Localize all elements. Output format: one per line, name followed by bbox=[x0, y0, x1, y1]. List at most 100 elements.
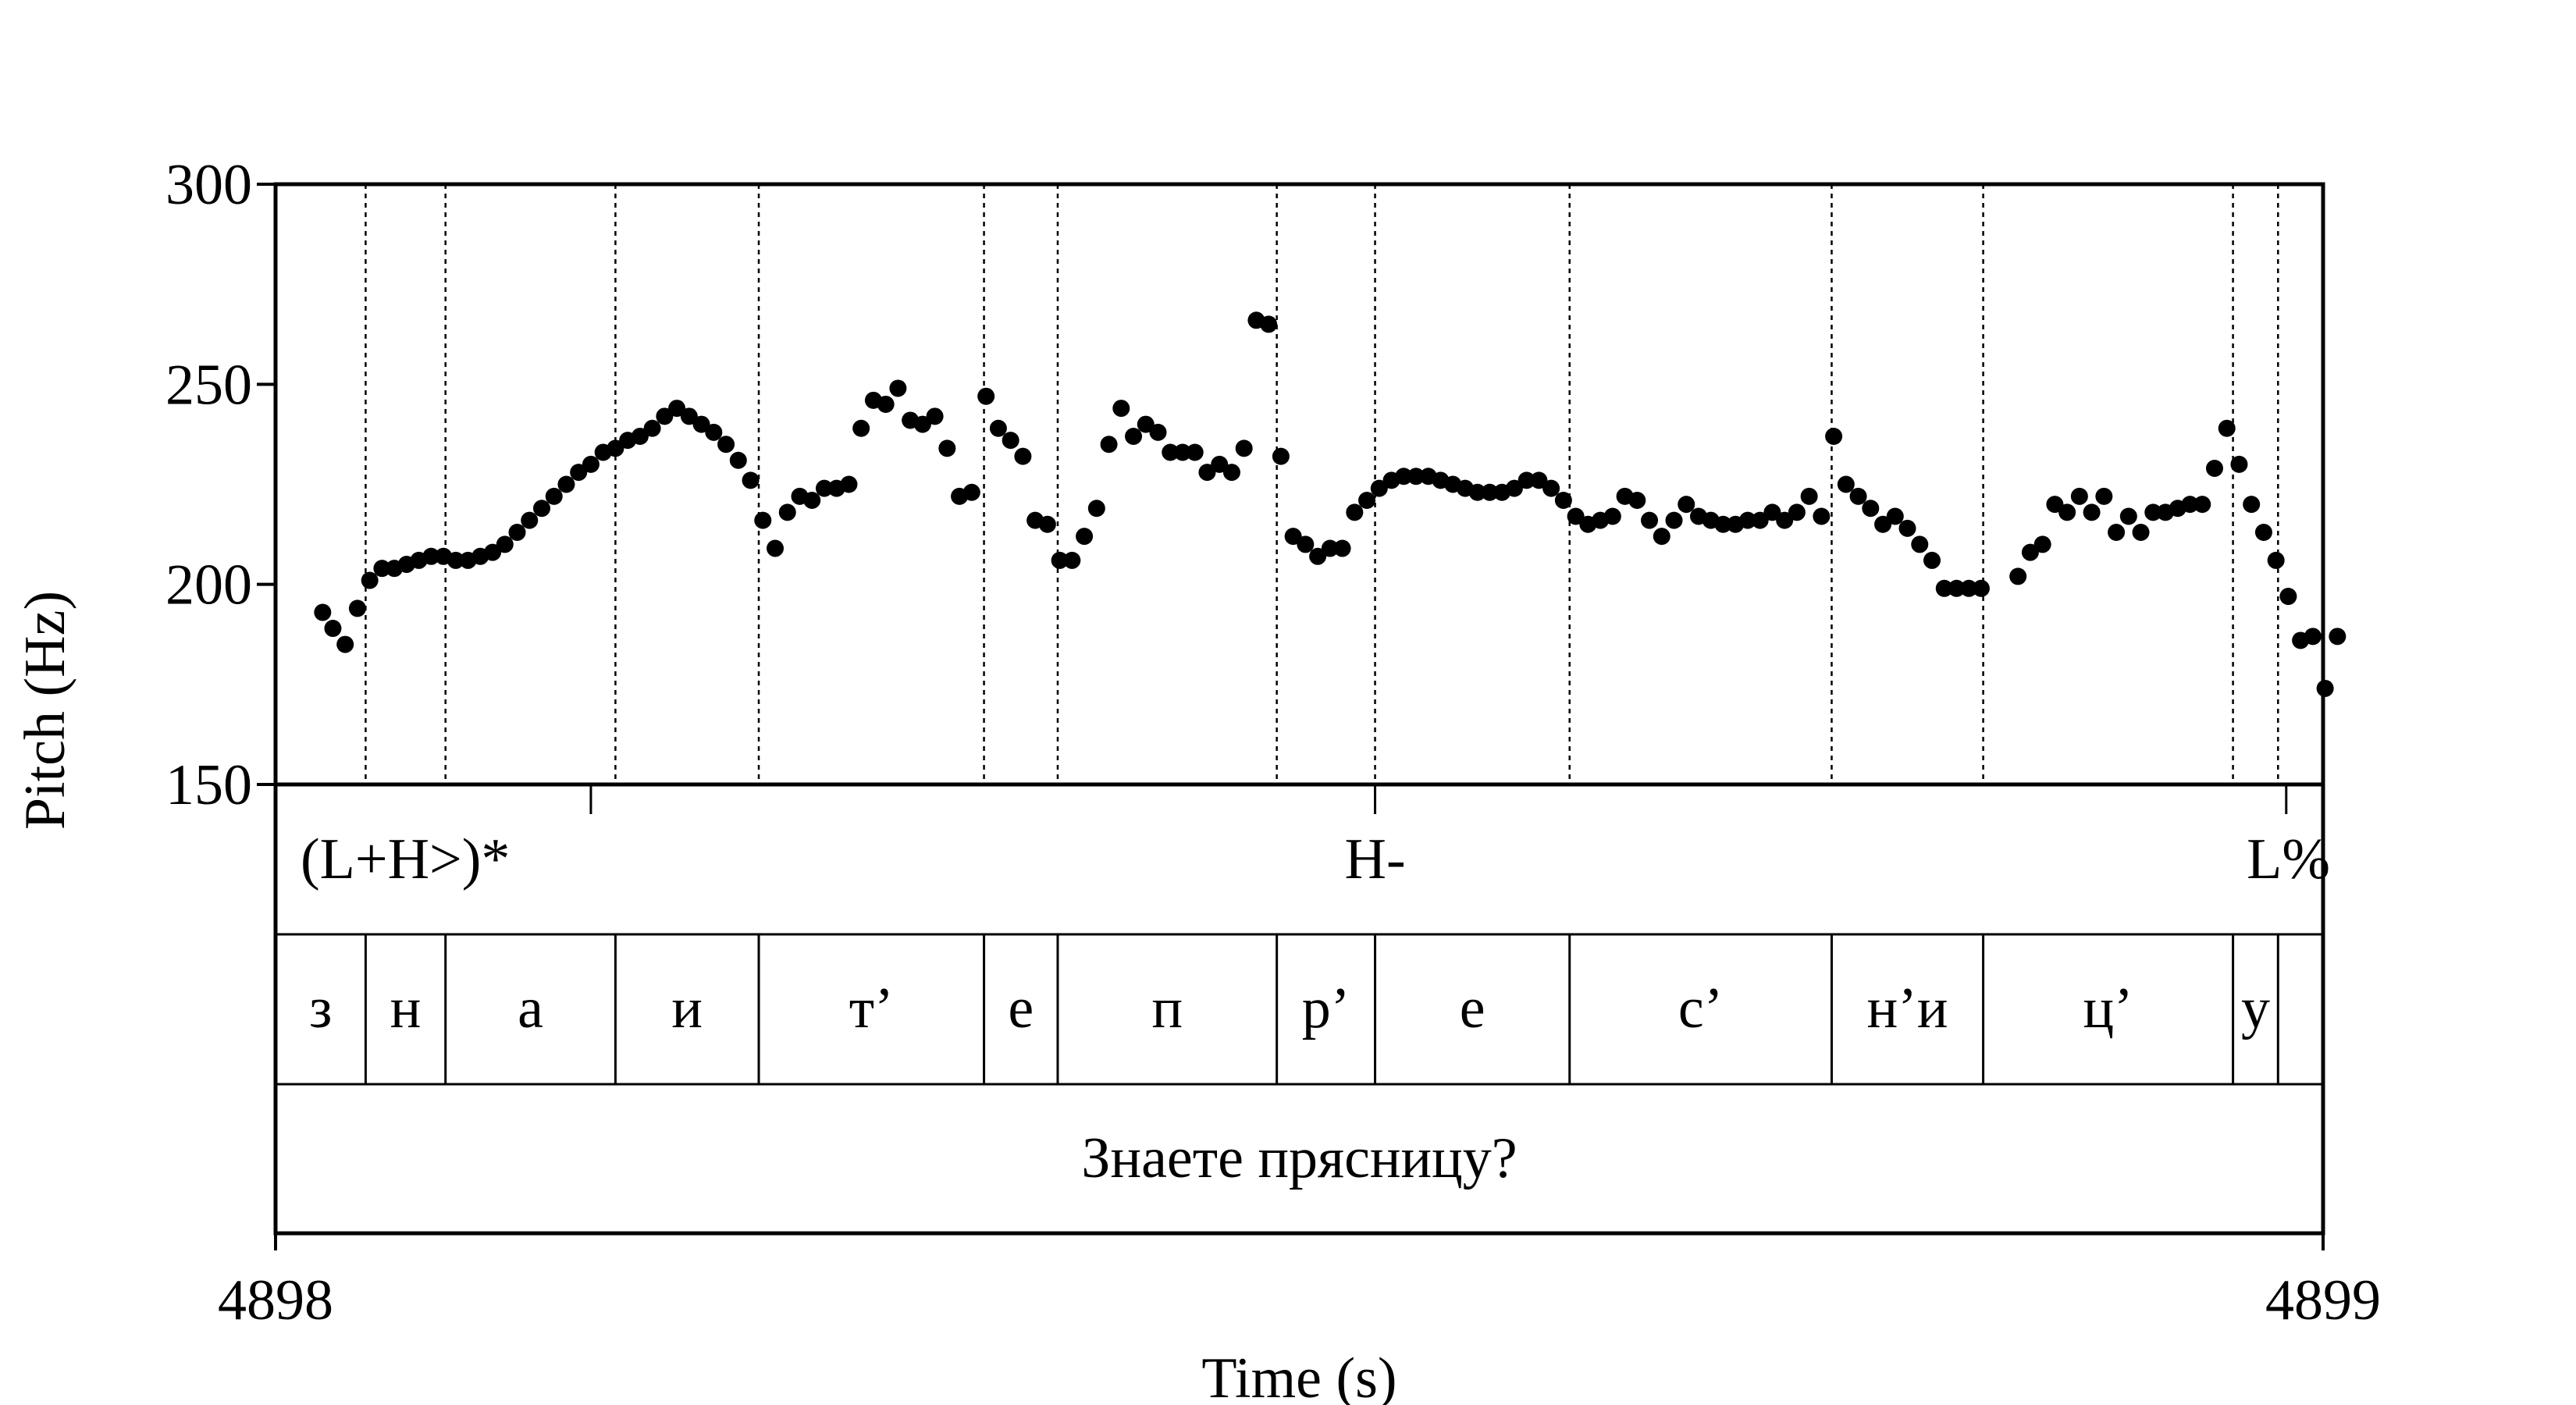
pitch-point bbox=[570, 464, 588, 482]
pitch-point bbox=[1800, 487, 1818, 505]
pitch-point bbox=[656, 407, 674, 425]
pitch-point bbox=[2254, 524, 2272, 542]
y-tick-label: 150 bbox=[165, 753, 252, 817]
pitch-point bbox=[962, 483, 980, 501]
segment-label: а bbox=[518, 976, 543, 1040]
pitch-point bbox=[373, 560, 391, 578]
pitch-point bbox=[2144, 503, 2162, 521]
pitch-point bbox=[680, 407, 698, 425]
pitch-plot-frame bbox=[273, 182, 2325, 787]
tone-label: (L+H>)* bbox=[301, 827, 510, 891]
segment-label: р’ bbox=[1302, 976, 1350, 1040]
y-tick-label: 250 bbox=[165, 353, 252, 417]
pitch-point bbox=[2329, 628, 2347, 646]
pitch-point bbox=[815, 479, 833, 497]
pitch-point bbox=[2181, 496, 2199, 514]
pitch-point bbox=[1407, 468, 1425, 486]
pitch-point bbox=[2058, 503, 2076, 521]
pitch-point bbox=[1333, 539, 1351, 557]
pitch-point bbox=[582, 455, 600, 473]
pitch-point bbox=[336, 635, 354, 653]
tone-label: H- bbox=[1345, 827, 1406, 891]
pitch-point bbox=[1603, 507, 1621, 525]
pitch-point bbox=[1849, 487, 1867, 505]
pitch-point bbox=[2267, 551, 2285, 569]
pitch-point bbox=[508, 524, 526, 542]
pitch-point bbox=[926, 407, 944, 425]
segment-label: е bbox=[1460, 976, 1485, 1040]
segment-label: н bbox=[390, 976, 422, 1040]
pitch-point bbox=[1186, 443, 1204, 461]
pitch-point bbox=[2046, 496, 2064, 514]
pitch-point bbox=[314, 603, 332, 621]
segment-label: у bbox=[2241, 976, 2270, 1040]
pitch-point bbox=[1002, 432, 1019, 450]
pitch-point bbox=[2119, 507, 2137, 525]
pitch-point bbox=[877, 395, 895, 413]
pitch-point bbox=[1530, 471, 1548, 489]
pitch-point bbox=[607, 439, 624, 457]
pitch-point bbox=[2009, 567, 2027, 585]
pitch-point bbox=[1738, 511, 1756, 529]
pitch-point bbox=[1678, 496, 1695, 514]
pitch-point bbox=[754, 511, 772, 529]
pitch-point bbox=[1923, 551, 1941, 569]
pitch-point bbox=[913, 415, 931, 433]
pitch-point bbox=[1222, 464, 1240, 482]
pitch-point bbox=[1346, 503, 1364, 521]
pitch-point bbox=[1972, 579, 1990, 597]
pitch-point bbox=[1162, 443, 1179, 461]
pitch-point bbox=[2033, 535, 2051, 553]
pitch-point bbox=[1321, 539, 1339, 557]
pitch-point bbox=[2132, 524, 2150, 542]
pitch-point bbox=[1112, 400, 1130, 418]
pitch-point bbox=[1862, 500, 1880, 518]
chart-labels: (L+H>)* H- L% з н а и т’ е п р’ е с’ н’и ц’ у Знаете пря… bbox=[13, 153, 2381, 1405]
pitch-point bbox=[1235, 439, 1253, 457]
pitch-point bbox=[2316, 679, 2334, 697]
pitch-point bbox=[557, 475, 575, 493]
pitch-point bbox=[1272, 447, 1290, 465]
pitch-point bbox=[532, 500, 550, 518]
pitch-point bbox=[1125, 427, 1143, 445]
pitch-point bbox=[1837, 475, 1855, 493]
y-tick-label: 200 bbox=[165, 553, 252, 617]
pitch-point bbox=[1358, 492, 1376, 510]
pitch-point bbox=[1087, 500, 1105, 518]
pitch-point bbox=[1309, 547, 1327, 565]
pitch-point bbox=[705, 423, 723, 441]
pitch-point bbox=[803, 492, 821, 510]
pitch-point bbox=[348, 599, 366, 617]
pitch-point bbox=[1395, 468, 1413, 486]
pitch-point bbox=[889, 379, 907, 397]
pitch-point bbox=[1653, 528, 1670, 546]
pitch-point bbox=[840, 475, 858, 493]
pitch-point bbox=[1641, 511, 1659, 529]
pitch-point bbox=[324, 620, 342, 638]
x-tick-label: 4899 bbox=[2265, 1268, 2381, 1332]
pitch-point bbox=[1628, 492, 1646, 510]
pitch-point bbox=[1763, 503, 1781, 521]
pitch-point bbox=[496, 535, 514, 553]
pitch-point bbox=[1063, 551, 1081, 569]
segment-label: з bbox=[309, 976, 332, 1040]
utterance-label: Знаете прясницу? bbox=[1081, 1126, 1517, 1190]
pitch-point bbox=[1051, 551, 1069, 569]
pitch-point bbox=[2230, 455, 2248, 473]
pitch-point bbox=[1100, 436, 1118, 454]
pitch-point bbox=[2083, 503, 2101, 521]
pitch-point bbox=[422, 547, 440, 565]
segment-label: и bbox=[671, 976, 703, 1040]
pitch-point bbox=[1198, 464, 1216, 482]
pitch-point bbox=[1665, 511, 1683, 529]
pitch-point bbox=[778, 503, 796, 521]
pitch-point bbox=[1788, 503, 1806, 521]
pitch-point bbox=[2279, 588, 2297, 606]
y-axis-title: Pitch (Hz) bbox=[13, 591, 77, 830]
pitch-point bbox=[852, 419, 870, 437]
pitch-point bbox=[1911, 535, 1929, 553]
pitch-point bbox=[2070, 487, 2088, 505]
pitch-point bbox=[1173, 443, 1191, 461]
tone-label: L% bbox=[2247, 827, 2330, 891]
